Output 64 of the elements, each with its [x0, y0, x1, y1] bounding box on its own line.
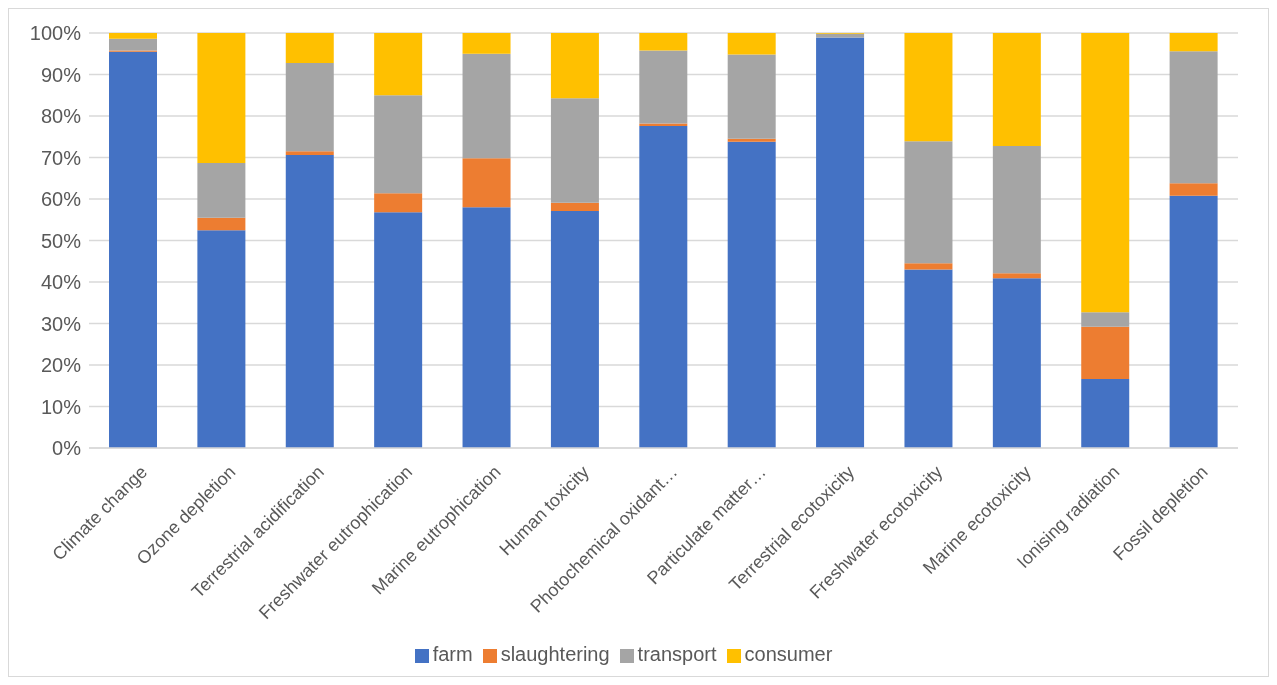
bar: [1169, 33, 1218, 52]
bar: [1169, 51, 1218, 184]
y-tick-label: 40%: [40, 271, 82, 294]
bar: [904, 263, 953, 270]
legend-label: slaughtering: [500, 643, 610, 665]
bar: [462, 158, 511, 208]
bar: [727, 54, 776, 139]
bar: [285, 62, 334, 152]
bar: [109, 51, 157, 448]
bar: [285, 155, 334, 448]
bar: [109, 38, 157, 51]
y-tick-label: 80%: [40, 105, 82, 128]
bar: [639, 123, 688, 126]
bar: [462, 207, 511, 448]
bar: [639, 125, 688, 448]
bar: [197, 162, 246, 218]
bar: [374, 193, 423, 213]
bar: [639, 50, 688, 124]
legend-label: transport: [637, 643, 717, 665]
bar: [374, 212, 423, 448]
bar: [1081, 312, 1130, 327]
y-tick-label: 90%: [40, 63, 82, 86]
bar: [904, 269, 953, 448]
bar: [109, 33, 157, 39]
bar: [992, 273, 1041, 279]
bar: [727, 141, 776, 448]
y-tick-label: 20%: [40, 354, 82, 377]
bar: [904, 141, 953, 264]
bar: [285, 151, 334, 156]
bar: [1169, 195, 1218, 448]
bar: [1081, 379, 1130, 448]
legend-label: farm: [432, 643, 473, 665]
bar: [197, 33, 246, 163]
y-tick-label: 10%: [40, 395, 82, 418]
bar: [550, 98, 599, 203]
bar: [462, 53, 511, 159]
y-tick-label: 60%: [40, 188, 82, 211]
y-tick-label: 70%: [40, 146, 82, 169]
bar: [1169, 183, 1218, 196]
bar: [992, 33, 1041, 146]
bar: [197, 217, 246, 231]
bar: [816, 37, 865, 448]
bar: [904, 33, 953, 142]
bar: [727, 138, 776, 142]
bar: [374, 95, 423, 194]
legend-label: consumer: [744, 643, 833, 665]
y-tick-label: 100%: [29, 22, 82, 45]
bar: [550, 202, 599, 212]
bar: [550, 211, 599, 448]
bar: [462, 33, 511, 54]
bar: [992, 278, 1041, 448]
bar: [816, 33, 865, 38]
y-tick-label: 30%: [40, 312, 82, 335]
bar: [197, 230, 246, 448]
bar: [550, 33, 599, 99]
bar: [992, 145, 1041, 274]
bar: [727, 33, 776, 55]
bar: [639, 33, 688, 51]
bar: [1081, 326, 1130, 380]
y-tick-label: 50%: [40, 229, 82, 252]
y-tick-label: 0%: [52, 437, 82, 460]
bar: [374, 33, 423, 96]
bar: [1081, 33, 1130, 313]
bar: [285, 33, 334, 63]
